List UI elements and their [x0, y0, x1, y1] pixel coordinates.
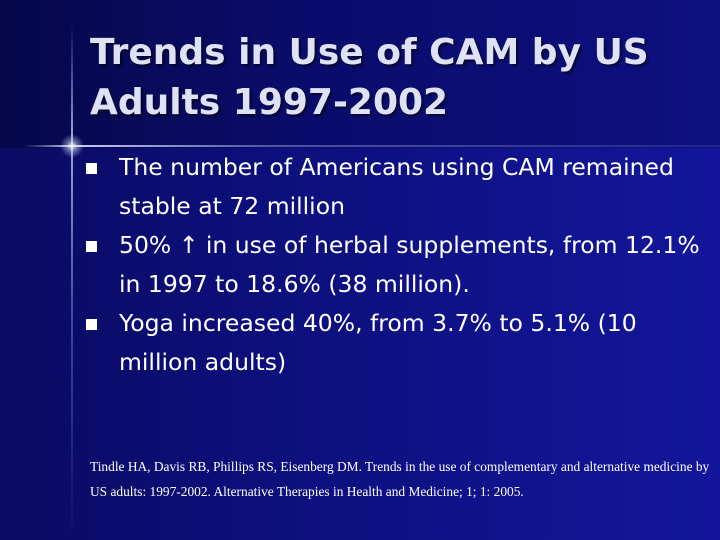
decorative-horizontal-line	[24, 145, 720, 147]
decorative-spark-icon	[60, 134, 84, 158]
decorative-vertical-line	[71, 24, 73, 540]
square-bullet-icon	[86, 319, 97, 330]
citation: Tindle HA, Davis RB, Phillips RS, Eisenb…	[90, 459, 710, 499]
bullet-text: The number of Americans using CAM remain…	[119, 153, 674, 220]
bullet-item: 50% ↑ in use of herbal supplements, from…	[86, 226, 706, 304]
bullet-text: Yoga increased 40%, from 3.7% to 5.1% (1…	[119, 309, 637, 376]
square-bullet-icon	[86, 241, 97, 252]
square-bullet-icon	[86, 163, 97, 174]
title-band	[0, 0, 720, 148]
slide-title: Trends in Use of CAM by US Adults 1997-2…	[90, 32, 649, 123]
bullet-text: 50% ↑ in use of herbal supplements, from…	[119, 231, 700, 298]
bullet-list: The number of Americans using CAM remain…	[86, 148, 706, 382]
bullet-item: Yoga increased 40%, from 3.7% to 5.1% (1…	[86, 304, 706, 382]
bullet-item: The number of Americans using CAM remain…	[86, 148, 706, 226]
